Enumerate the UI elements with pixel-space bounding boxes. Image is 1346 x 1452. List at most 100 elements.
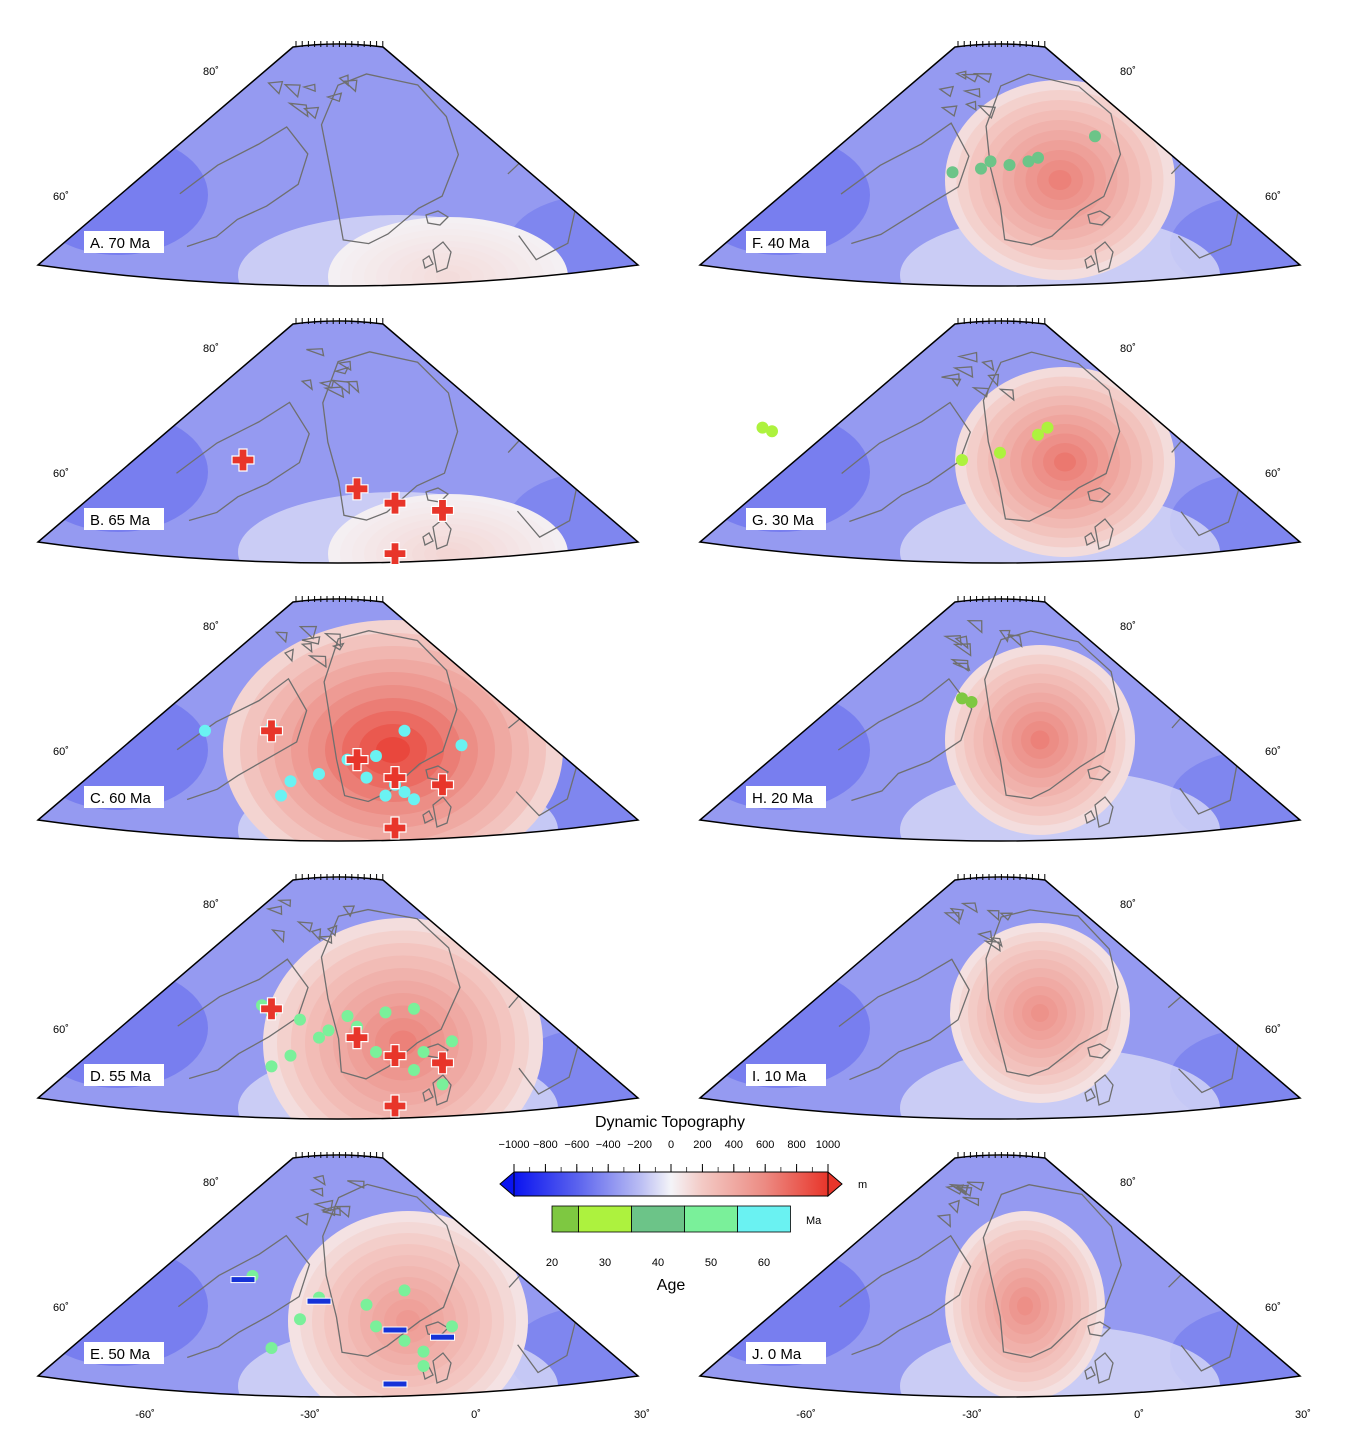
volcanic-dot bbox=[313, 768, 325, 780]
uplift-plus-marker bbox=[383, 1044, 407, 1068]
panel-label-box bbox=[746, 231, 826, 253]
panel-label-text: G. 30 Ma bbox=[752, 512, 814, 529]
lat-label-60: 60˚ bbox=[53, 1024, 69, 1036]
uplift-plus-marker bbox=[383, 542, 407, 566]
panel-label-box bbox=[84, 1064, 164, 1086]
coastlines bbox=[837, 619, 1239, 828]
lon-label: -60˚ bbox=[796, 1409, 816, 1421]
panel-label-a: A. 70 Ma bbox=[84, 231, 164, 253]
anomaly-contour bbox=[436, 271, 460, 283]
uplift-plus-marker bbox=[383, 491, 407, 515]
uplift-plus-marker bbox=[383, 766, 407, 790]
panel-label-text: E. 50 Ma bbox=[90, 1346, 151, 1363]
markers-d bbox=[256, 997, 458, 1118]
lon-label: -60˚ bbox=[135, 1409, 155, 1421]
lat-label-60: 60˚ bbox=[1265, 468, 1281, 480]
anomaly-contour bbox=[1017, 1296, 1033, 1316]
map-field bbox=[38, 322, 638, 563]
volcanic-dot bbox=[766, 425, 778, 438]
map-field bbox=[38, 878, 638, 1119]
panel-label-e: E. 50 Ma bbox=[84, 1342, 164, 1364]
lat-label-80: 80˚ bbox=[1120, 343, 1136, 355]
panel-label-h: H. 20 Ma bbox=[746, 786, 826, 808]
colorbar-tick-label: 0 bbox=[668, 1139, 674, 1151]
lat-label-80: 80˚ bbox=[203, 1177, 219, 1189]
volcanic-dot bbox=[398, 786, 411, 798]
age-bin bbox=[631, 1205, 685, 1233]
panel-label-d: D. 55 Ma bbox=[84, 1064, 164, 1086]
volcanic-dot bbox=[1089, 130, 1101, 143]
volcanic-dot bbox=[370, 1046, 382, 1058]
panel-label-text: C. 60 Ma bbox=[90, 790, 152, 807]
volcanic-dot bbox=[408, 1002, 420, 1015]
volcanic-dot bbox=[965, 696, 978, 708]
volcanic-dot bbox=[408, 793, 420, 806]
volcanic-dot bbox=[284, 775, 297, 788]
lon-label: 0˚ bbox=[1134, 1409, 1144, 1421]
markers-e bbox=[230, 1270, 458, 1388]
map-field bbox=[38, 600, 638, 841]
volcanic-dot bbox=[956, 692, 968, 705]
map-panel-c: 80˚ 60˚ C. 60 Ma bbox=[36, 596, 640, 842]
panel-label-b: B. 65 Ma bbox=[84, 508, 164, 530]
volcanic-dot bbox=[398, 1284, 411, 1297]
lat-label-60: 60˚ bbox=[1265, 1302, 1281, 1314]
lat-label-60: 60˚ bbox=[1265, 1024, 1281, 1036]
volcanic-dot bbox=[398, 724, 411, 737]
lat-label-60: 60˚ bbox=[53, 468, 69, 480]
colorbar-tick-label: 600 bbox=[756, 1139, 774, 1151]
volcanic-dot bbox=[1032, 151, 1044, 164]
colorbar-tick-label: −1000 bbox=[499, 1139, 530, 1151]
map-panel-i: 80˚ 60˚ I. 10 Ma bbox=[698, 874, 1302, 1120]
volcanic-dot bbox=[265, 1060, 278, 1073]
age-title: Age bbox=[657, 1277, 686, 1294]
subsidence-bar-marker bbox=[430, 1333, 455, 1341]
subsidence-bar-marker bbox=[230, 1276, 256, 1284]
markers-c bbox=[199, 719, 468, 840]
lat-label-80: 80˚ bbox=[1120, 899, 1136, 911]
panel-label-box bbox=[84, 508, 164, 530]
panel-label-text: J. 0 Ma bbox=[752, 1346, 802, 1363]
uplift-plus-marker bbox=[430, 1051, 455, 1075]
colorbar-tick-label: 1000 bbox=[816, 1139, 840, 1151]
uplift-plus-marker bbox=[345, 748, 369, 772]
colorbar-tick-label: 400 bbox=[725, 1139, 743, 1151]
panel-label-text: I. 10 Ma bbox=[752, 1068, 807, 1085]
volcanic-dot bbox=[360, 1298, 373, 1311]
colorbar-tick-label: 200 bbox=[693, 1139, 711, 1151]
volcanic-dot bbox=[446, 1035, 458, 1048]
lat-label-60: 60˚ bbox=[53, 746, 69, 758]
volcanic-dot bbox=[756, 421, 769, 434]
anomaly-contour bbox=[376, 737, 410, 763]
lon-label: -30˚ bbox=[962, 1409, 982, 1421]
markers-g bbox=[756, 421, 1054, 466]
lat-label-80: 80˚ bbox=[1120, 66, 1136, 78]
longitude-axis: -60˚ -30˚ 0˚ 30˚ -60˚ -30˚ 0˚ 30˚ bbox=[135, 1409, 1311, 1421]
age-bin bbox=[578, 1205, 632, 1233]
age-tick-label: 30 bbox=[599, 1257, 611, 1269]
panel-label-box bbox=[746, 508, 826, 530]
subsidence-bar-marker bbox=[382, 1380, 408, 1388]
volcanic-dot bbox=[284, 1049, 297, 1062]
volcanic-dot bbox=[956, 454, 968, 466]
volcanic-dot bbox=[994, 446, 1006, 459]
colorbar-unit: m bbox=[858, 1179, 867, 1191]
volcanic-dot bbox=[975, 162, 987, 175]
panel-label-text: A. 70 Ma bbox=[90, 235, 151, 252]
subsidence-bar-marker bbox=[382, 1326, 408, 1334]
lat-label-80: 80˚ bbox=[203, 899, 219, 911]
uplift-plus-marker bbox=[430, 773, 455, 797]
lat-label-60: 60˚ bbox=[1265, 746, 1281, 758]
volcanic-dot bbox=[946, 166, 959, 179]
anomaly-contour bbox=[1048, 170, 1072, 190]
lat-label-60: 60˚ bbox=[1265, 191, 1281, 203]
age-tick-label: 20 bbox=[546, 1257, 558, 1269]
colorbar-ticks bbox=[513, 1164, 829, 1172]
volcanic-dot bbox=[294, 1313, 306, 1326]
volcanic-dot bbox=[984, 155, 997, 168]
uplift-plus-marker bbox=[345, 1026, 369, 1050]
colorbar-tick-label: 800 bbox=[787, 1139, 805, 1151]
markers-f bbox=[946, 130, 1101, 179]
panel-label-text: B. 65 Ma bbox=[90, 512, 151, 529]
volcanic-dot bbox=[275, 789, 287, 802]
